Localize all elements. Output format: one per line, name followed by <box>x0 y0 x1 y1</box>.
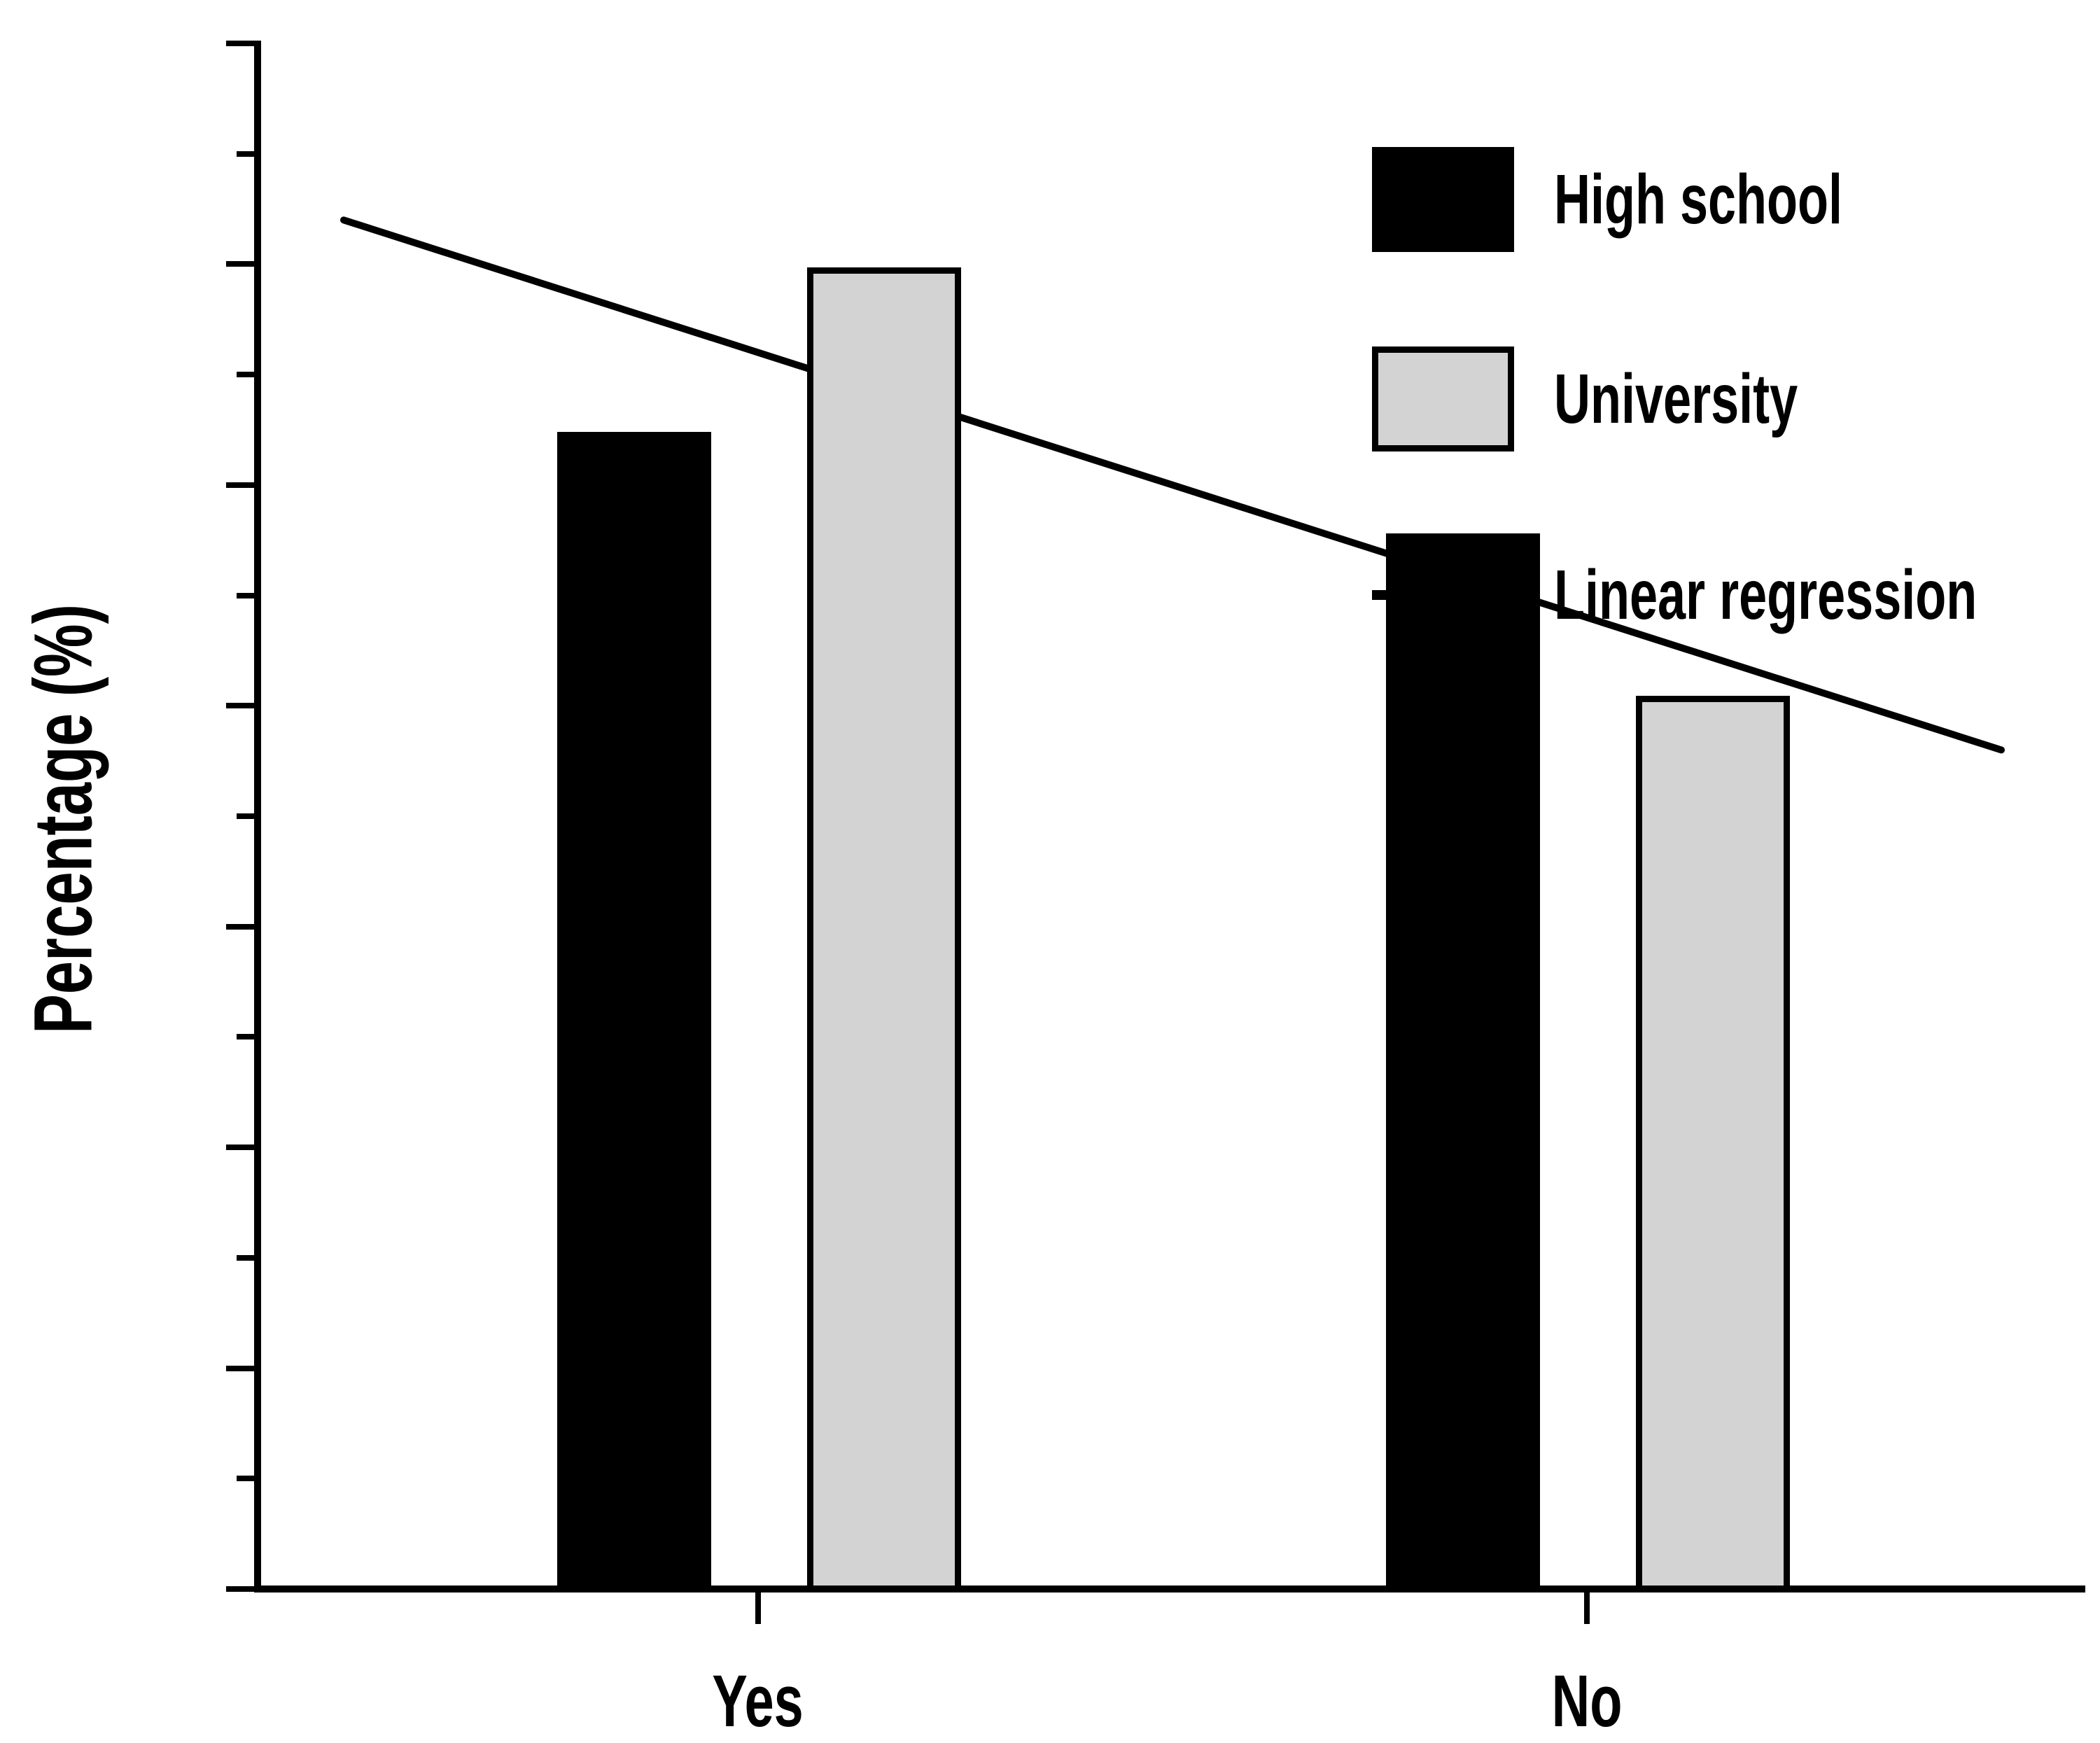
legend-label: High school <box>1554 164 1954 234</box>
y-major-tick <box>226 1586 258 1592</box>
y-major-tick <box>226 1365 258 1371</box>
legend-line-swatch <box>1372 590 1514 600</box>
y-major-tick <box>226 41 258 46</box>
y-major-tick <box>226 261 258 267</box>
y-axis-title-text: Percentage (%) <box>17 604 110 1034</box>
x-axis-spine <box>254 1586 2085 1592</box>
legend-label-text: High school <box>1554 160 1842 239</box>
y-major-tick <box>226 1144 258 1151</box>
y-minor-tick <box>237 150 258 157</box>
bar-university-yes <box>807 267 961 1592</box>
legend-swatch-university <box>1372 346 1514 451</box>
y-minor-tick <box>237 1034 258 1040</box>
x-tick <box>1584 1589 1590 1624</box>
y-minor-tick <box>237 1254 258 1261</box>
bar-university-no <box>1636 696 1790 1592</box>
y-major-tick <box>226 923 258 930</box>
y-minor-tick <box>237 372 258 378</box>
y-minor-tick <box>237 1476 258 1482</box>
legend-label-text: Linear regression <box>1554 556 1977 634</box>
x-tick <box>755 1589 761 1624</box>
bar-high-school-no <box>1386 533 1540 1592</box>
y-major-tick <box>226 703 258 709</box>
y-major-tick <box>226 482 258 488</box>
y-axis-title: Percentage (%) <box>17 259 110 1379</box>
y-minor-tick <box>237 592 258 598</box>
x-category-label: Yes <box>478 1665 1038 1738</box>
x-category-label-text: Yes <box>712 1660 804 1742</box>
x-category-label-text: No <box>1551 1660 1623 1742</box>
legend-swatch-high-school <box>1372 147 1514 252</box>
linear-regression-line <box>340 216 2005 754</box>
legend-label: Linear regression <box>1554 560 2100 630</box>
y-axis-spine <box>254 41 261 1592</box>
legend-label-text: University <box>1554 360 1798 438</box>
x-category-label: No <box>1307 1665 1867 1738</box>
y-minor-tick <box>237 813 258 819</box>
legend-label: University <box>1554 364 1893 434</box>
bar-high-school-yes <box>557 432 711 1592</box>
